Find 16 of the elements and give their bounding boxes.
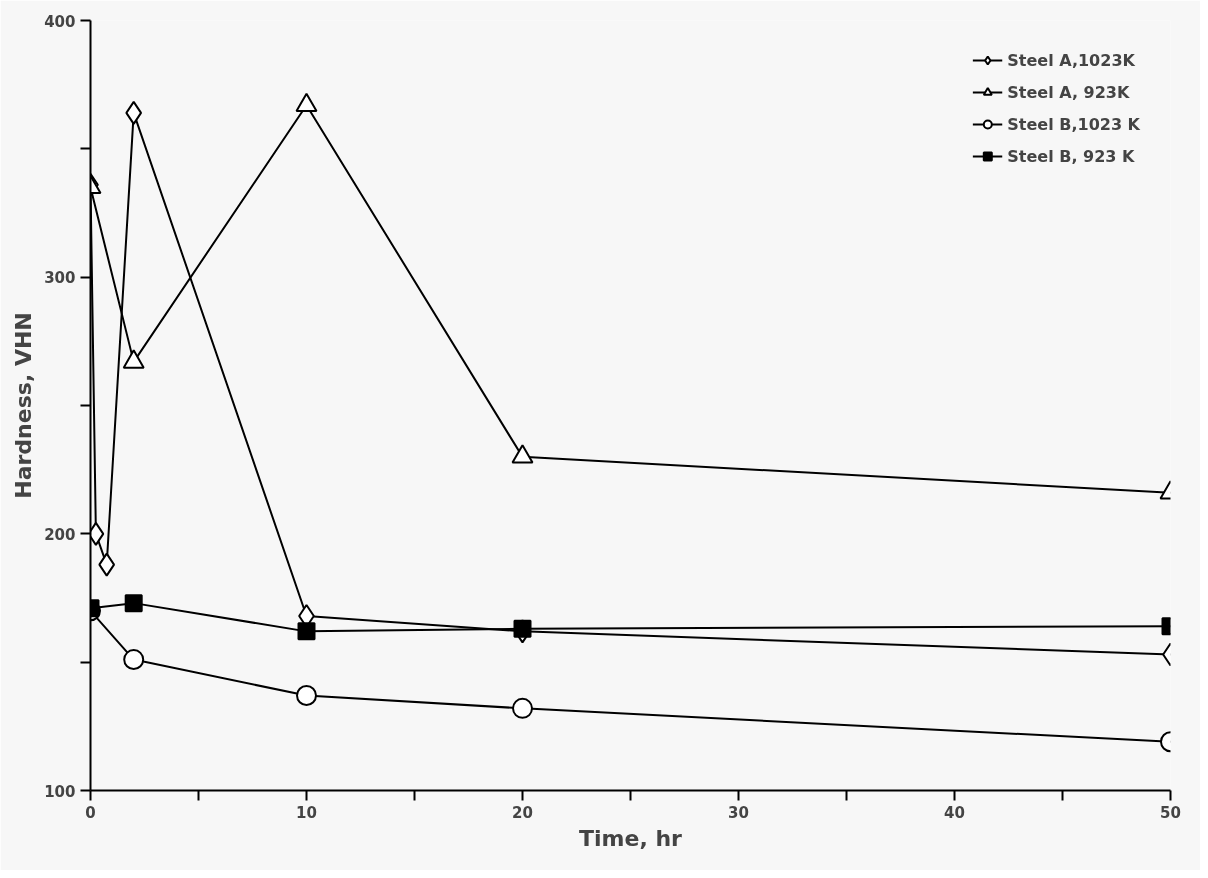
- x-tick-label: 20: [512, 803, 533, 822]
- legend-label: Steel A,1023K: [1007, 50, 1135, 70]
- legend-label: Steel B,1023 K: [1007, 114, 1140, 134]
- y-tick-label: 400: [44, 12, 76, 31]
- legend-label: Steel A, 923K: [1007, 82, 1130, 102]
- y-tick-label: 100: [44, 782, 76, 801]
- y-tick-label: 200: [44, 525, 76, 544]
- x-tick-label: 0: [85, 803, 96, 822]
- x-tick-label: 10: [296, 803, 317, 822]
- x-tick-label: 50: [1160, 803, 1181, 822]
- y-tick-label: 300: [44, 269, 76, 288]
- legend-label: Steel B, 923 K: [1007, 146, 1135, 166]
- y-axis-title: Hardness, VHN: [11, 312, 37, 499]
- x-tick-label: 30: [728, 803, 749, 822]
- x-tick-label: 40: [944, 803, 965, 822]
- x-axis-title: Time, hr: [579, 825, 683, 851]
